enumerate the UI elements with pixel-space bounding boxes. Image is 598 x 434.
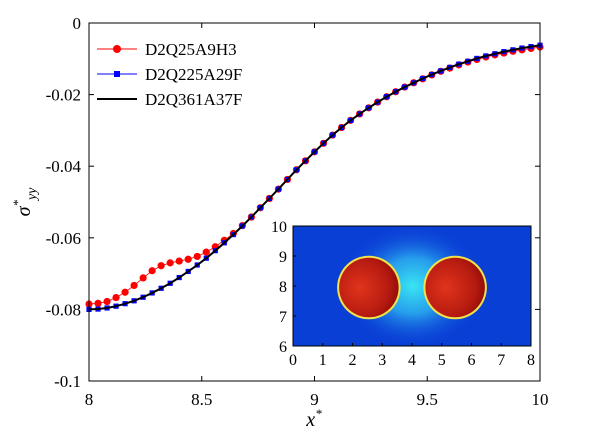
inset-y-tick-label: 6 bbox=[279, 339, 287, 356]
inset-x-tick-label: 6 bbox=[468, 352, 476, 369]
y-axis-label: σ*yy bbox=[10, 187, 40, 217]
data-point bbox=[157, 262, 165, 270]
legend-label: D2Q225A29F bbox=[145, 65, 242, 84]
data-point bbox=[202, 248, 210, 256]
particle bbox=[339, 257, 399, 318]
data-point bbox=[166, 259, 174, 267]
particle bbox=[425, 257, 485, 318]
x-tick-label: 8 bbox=[85, 390, 94, 409]
inset-x-tick-label: 8 bbox=[527, 352, 535, 369]
data-point bbox=[139, 274, 147, 282]
x-tick-label: 10 bbox=[532, 390, 549, 409]
x-tick-label: 9 bbox=[310, 390, 319, 409]
x-tick-label: 8.5 bbox=[191, 390, 212, 409]
x-tick-label: 9.5 bbox=[417, 390, 438, 409]
data-point bbox=[193, 252, 201, 261]
series-layer bbox=[85, 42, 544, 312]
inset-x-tick-label: 7 bbox=[497, 352, 505, 369]
data-point bbox=[184, 255, 192, 263]
data-point bbox=[94, 299, 102, 307]
inset-x-tick-label: 4 bbox=[408, 352, 416, 369]
legend-marker bbox=[114, 71, 120, 77]
y-tick-label: 0 bbox=[73, 14, 82, 33]
inset-x-tick-label: 5 bbox=[438, 352, 446, 369]
legend-label: D2Q361A37F bbox=[145, 90, 242, 109]
data-point bbox=[112, 293, 120, 302]
inset-tick-layer: 0 1 2 3 4 5 6 7 8 6 7 8 9 10 bbox=[271, 219, 535, 369]
inset-x-tick-label: 2 bbox=[349, 352, 357, 369]
data-point bbox=[130, 281, 138, 290]
tick-layer: 8 8.5 9 9.5 100-0.02-0.04-0.06-0.08-0.1 bbox=[46, 14, 549, 409]
legend-marker bbox=[113, 45, 121, 53]
y-tick-label: -0.02 bbox=[46, 86, 81, 105]
legend-label: D2Q25A9H3 bbox=[145, 40, 237, 59]
series-line-D2Q361A37F bbox=[88, 44, 541, 311]
inset-x-tick-label: 1 bbox=[319, 352, 327, 369]
data-point bbox=[121, 288, 129, 296]
data-point bbox=[148, 267, 156, 275]
y-tick-label: -0.06 bbox=[46, 229, 81, 248]
inset-x-tick-label: 3 bbox=[378, 352, 386, 369]
y-tick-label: -0.1 bbox=[54, 372, 81, 391]
data-point bbox=[103, 297, 111, 306]
inset-y-tick-label: 7 bbox=[279, 309, 287, 326]
inset-chart: 0 1 2 3 4 5 6 7 8 6 7 8 9 10 bbox=[271, 219, 535, 369]
data-point bbox=[175, 257, 183, 265]
inset-y-tick-label: 9 bbox=[279, 249, 287, 266]
inset-x-tick-label: 0 bbox=[289, 352, 297, 369]
x-axis-label: x* bbox=[305, 406, 322, 431]
y-tick-label: -0.04 bbox=[46, 157, 82, 176]
inset-y-tick-label: 10 bbox=[271, 219, 287, 236]
inset-y-tick-label: 8 bbox=[279, 279, 287, 296]
y-tick-label: -0.08 bbox=[46, 300, 81, 319]
particle-layer bbox=[337, 255, 487, 320]
legend: D2Q25A9H3 D2Q225A29F D2Q361A37F bbox=[97, 40, 242, 109]
